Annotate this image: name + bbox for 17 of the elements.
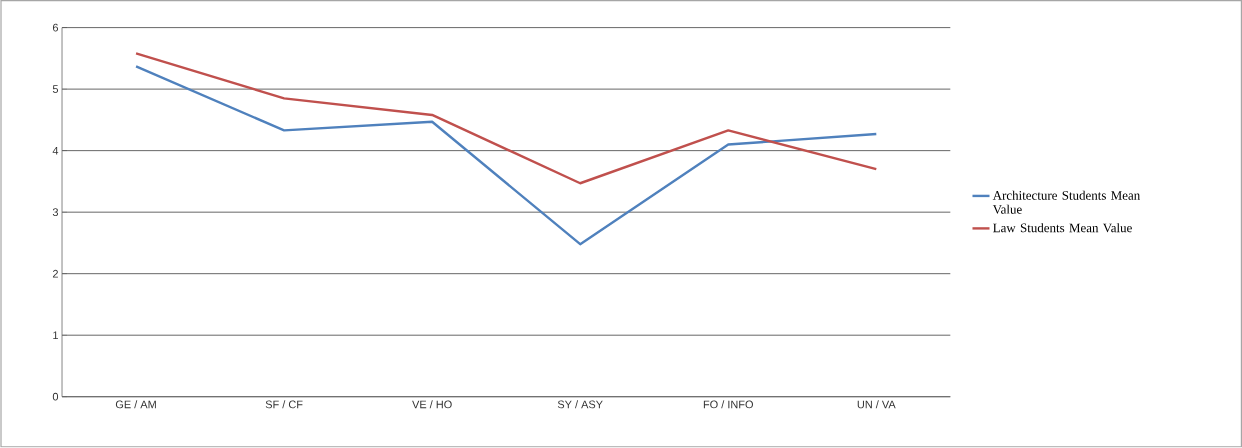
y-tick-label: 2 — [52, 269, 58, 278]
x-tick-label: GE / AM — [115, 400, 156, 409]
y-tick-label: 6 — [52, 23, 59, 32]
legend-label: Law Students Mean Value — [993, 223, 1132, 233]
line-series — [134, 52, 878, 185]
y-tick-label: 3 — [52, 208, 59, 217]
y-tick-label: 5 — [52, 85, 59, 94]
x-tick-label: UN / VA — [857, 400, 896, 409]
y-tick-label: 0 — [52, 392, 59, 401]
y-tick-label: 4 — [52, 147, 59, 155]
x-tick-label: VE / HO — [412, 400, 452, 409]
legend-label: Architecture Students Mean Value — [992, 190, 1141, 214]
x-tick-label: FO / INFO — [703, 400, 753, 409]
x-tick-label: SF / CF — [265, 400, 303, 409]
line-series — [134, 65, 878, 246]
y-tick-label: 1 — [53, 331, 58, 340]
x-tick-label: SY / ASY — [557, 400, 603, 409]
